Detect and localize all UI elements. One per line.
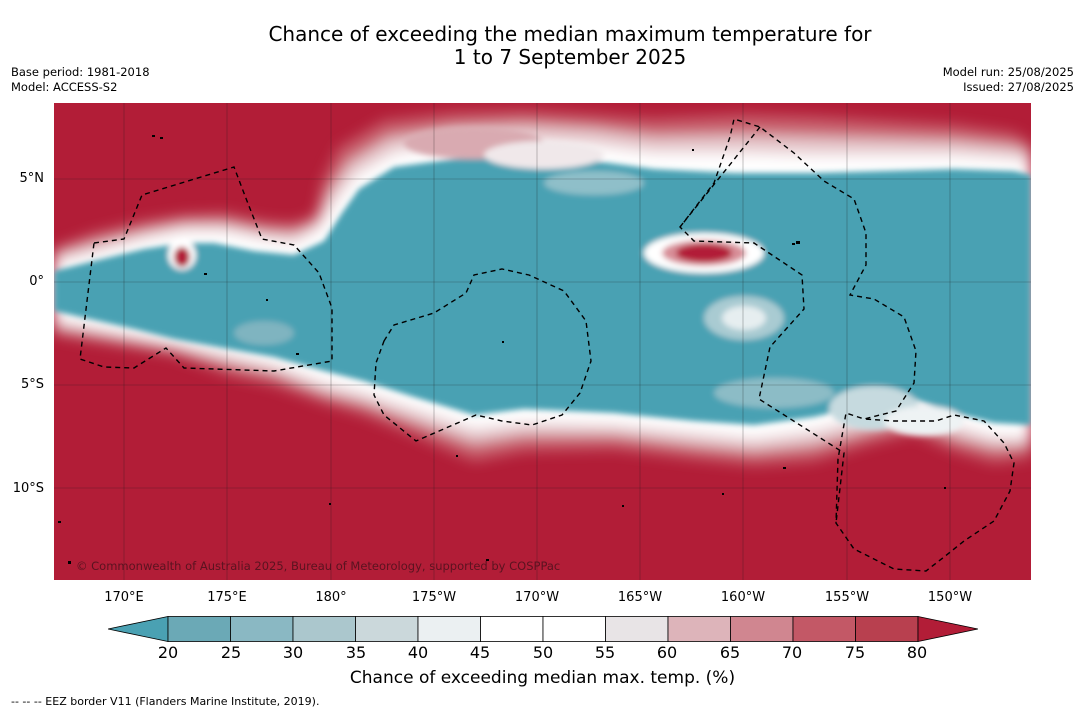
metadata-left: Base period: 1981-2018 Model: ACCESS-S2 (11, 65, 150, 95)
colorbar-segment (605, 616, 669, 642)
colorbar-tick: 65 (719, 643, 741, 662)
map-title-line1: Chance of exceeding the median maximum t… (268, 22, 872, 46)
lon-label-155w: 155°W (824, 590, 870, 605)
lon-label-170w: 170°W (514, 590, 560, 605)
lon-label-175e: 175°E (207, 590, 247, 605)
light-patch (234, 321, 294, 345)
colorbar-segment (417, 616, 481, 642)
colorbar-segment (792, 616, 856, 642)
colorbar-segment (855, 616, 919, 642)
colorbar-tick: 50 (532, 643, 554, 662)
colorbar (108, 616, 978, 642)
metadata-right: Model run: 25/08/2025 Issued: 27/08/2025 (943, 65, 1074, 95)
lon-label-170e: 170°E (104, 590, 144, 605)
colorbar-tick: 60 (656, 643, 678, 662)
lon-label-175w: 175°W (411, 590, 457, 605)
copyright-text: © Commonwealth of Australia 2025, Bureau… (76, 559, 560, 573)
eez-footnote: -- -- -- EEZ border V11 (Flanders Marine… (11, 695, 320, 708)
warm-bubble (676, 244, 732, 262)
model-text: Model: ACCESS-S2 (11, 80, 118, 94)
light-patch (714, 378, 834, 408)
eez-borders (79, 118, 1015, 572)
lon-label-180: 180° (315, 590, 347, 605)
colorbar-segment (667, 616, 731, 642)
colorbar-tick: 55 (594, 643, 616, 662)
colorbar-segment (542, 616, 606, 642)
colorbar-segment (355, 616, 419, 642)
colorbar-tick: 40 (407, 643, 429, 662)
lat-label-10s: 10°S (12, 481, 44, 496)
map-title-line2: 1 to 7 September 2025 (453, 45, 687, 69)
colorbar-tick: 70 (781, 643, 803, 662)
graticule (54, 103, 1031, 580)
warm-spot (174, 247, 190, 267)
colorbar-segment (230, 616, 294, 642)
colorbar-extend-low (108, 616, 169, 642)
base-period-text: Base period: 1981-2018 (11, 65, 150, 79)
colorbar-extend-high (917, 616, 978, 642)
light-patch (722, 306, 766, 330)
colorbar-tick: 25 (220, 643, 242, 662)
issued-text: Issued: 27/08/2025 (963, 80, 1074, 94)
light-patch (544, 171, 644, 195)
pink-zone (484, 141, 604, 169)
probability-map: © Commonwealth of Australia 2025, Bureau… (54, 103, 1031, 580)
lat-label-5s: 5°S (20, 377, 44, 392)
colorbar-tick: 20 (157, 643, 179, 662)
lon-label-150w: 150°W (927, 590, 973, 605)
colorbar-segment (730, 616, 794, 642)
lon-label-165w: 165°W (617, 590, 663, 605)
below-median-region (54, 157, 1031, 425)
colorbar-tick: 80 (906, 643, 928, 662)
colorbar-segment (480, 616, 544, 642)
colorbar-segment (167, 616, 231, 642)
colorbar-tick: 35 (345, 643, 367, 662)
colorbar-tick: 30 (282, 643, 304, 662)
colorbar-label: Chance of exceeding median max. temp. (%… (349, 668, 736, 688)
lon-label-160w: 160°W (720, 590, 766, 605)
colorbar-segment (292, 616, 356, 642)
lat-label-5n: 5°N (19, 171, 45, 186)
model-run-text: Model run: 25/08/2025 (942, 65, 1074, 79)
colorbar-tick: 75 (844, 643, 866, 662)
lat-label-0: 0° (29, 274, 44, 289)
colorbar-tick: 45 (469, 643, 491, 662)
islands (58, 135, 946, 564)
